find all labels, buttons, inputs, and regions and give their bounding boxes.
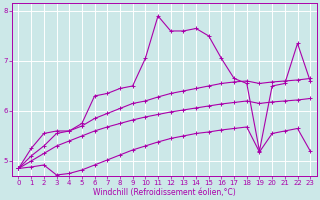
X-axis label: Windchill (Refroidissement éolien,°C): Windchill (Refroidissement éolien,°C)	[93, 188, 236, 197]
